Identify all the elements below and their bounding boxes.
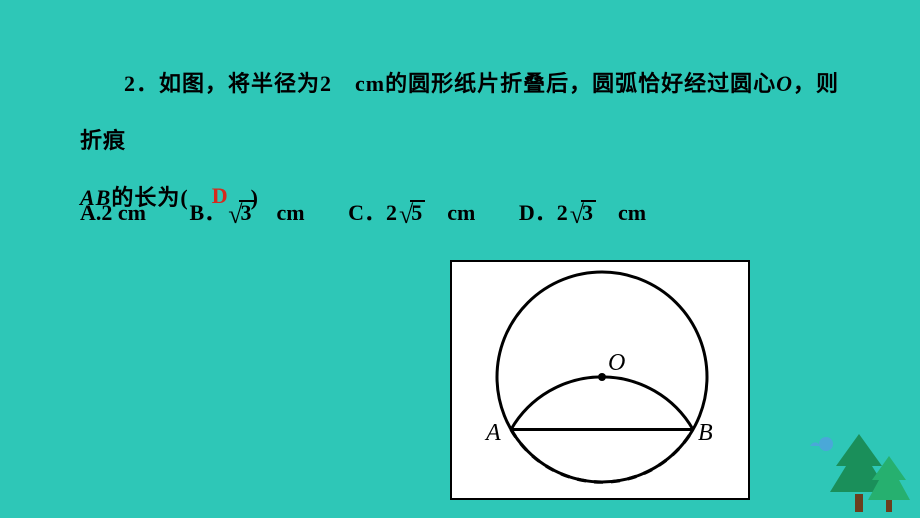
fig-center-dot [598,373,606,381]
optB-unit: cm [254,200,304,225]
q-radius: 2 [320,71,332,96]
optA-label: A. [80,200,101,225]
question-line1: 2．如图，将半径为2 cm的圆形纸片折叠后，圆弧恰好经过圆心O，则折痕 [80,55,860,169]
optB-label: B [189,200,204,225]
optC-sqrt: √5 [397,200,425,230]
q-l1p1: ．如图，将半径为 [136,71,320,96]
q-number: 2 [124,71,136,96]
deco-bird [819,437,833,451]
optA-value: 2 cm [101,200,146,225]
deco-trunk1 [855,494,863,512]
optD-radicand: 3 [581,200,596,224]
option-B: B．√3 cm [189,195,304,230]
fig-dashed-arc [511,430,693,483]
optD-dot: ． [535,200,557,225]
optD-coef: 2 [557,200,568,225]
fig-label-A: A [484,420,501,446]
figure-svg: O A B [452,262,748,498]
optC-label: C [348,200,364,225]
optD-sqrt: √3 [568,200,596,230]
optD-label: D [519,200,535,225]
options-row: A.2 cm B．√3 cm C．2√5 cm D．2√3 cm [80,195,780,230]
optB-dot: ． [204,200,226,225]
figure-box: O A B [450,260,750,500]
optB-radicand: 3 [239,200,254,224]
deco-trees [810,434,910,512]
decoration-icon [806,426,916,516]
slide: 2．如图，将半径为2 cm的圆形纸片折叠后，圆弧恰好经过圆心O，则折痕 AB的长… [0,0,920,518]
fig-folded-arc [511,377,693,430]
option-A: A.2 cm [80,200,146,226]
optC-unit: cm [425,200,475,225]
option-D: D．2√3 cm [519,195,646,230]
optC-dot: ． [364,200,386,225]
optC-coef: 2 [386,200,397,225]
q-l1p2: cm的圆形纸片折叠后，圆弧恰好经过圆心 [332,71,776,96]
point-O: O [776,71,793,96]
optD-unit: cm [596,200,646,225]
optB-sqrt: √3 [226,200,254,230]
optC-radicand: 5 [410,200,425,224]
fig-label-O: O [608,350,625,376]
fig-label-B: B [698,420,713,446]
option-C: C．2√5 cm [348,195,475,230]
deco-trunk2 [886,498,892,512]
deco-bird-tail [810,442,819,446]
